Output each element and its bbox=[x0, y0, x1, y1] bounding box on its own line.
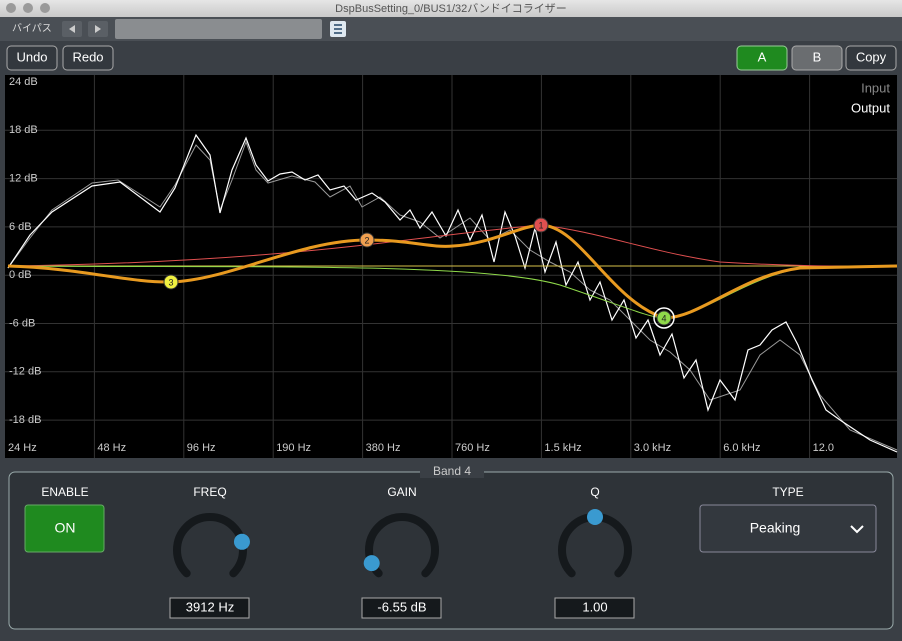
value-box bbox=[361, 597, 442, 619]
x-label: 380 Hz bbox=[366, 442, 401, 454]
buttons: Undo Redo A B Copy bbox=[6, 45, 897, 71]
knob-label: GAIN bbox=[387, 485, 416, 499]
band-handles: 1 2 3 4 bbox=[163, 217, 675, 329]
x-label: 12.0 bbox=[813, 442, 834, 454]
knob-dot bbox=[233, 533, 250, 550]
title-bar bbox=[0, 0, 902, 17]
x-label: 48 Hz bbox=[97, 442, 126, 454]
redo-label: Redo bbox=[72, 49, 103, 64]
knobs: FREQ 3912 Hz GAIN -6.55 dB Q 1.00 bbox=[169, 485, 635, 619]
preset-field[interactable] bbox=[115, 19, 322, 39]
dropdown-arrow bbox=[850, 525, 864, 534]
input-spectrum bbox=[7, 140, 898, 451]
panel-title: Band 4 bbox=[433, 464, 471, 478]
panel-title-bg bbox=[420, 464, 484, 478]
copy-label: Copy bbox=[856, 49, 887, 64]
type-select[interactable] bbox=[699, 504, 877, 553]
b-button[interactable] bbox=[791, 45, 843, 71]
knob-label: FREQ bbox=[193, 485, 226, 499]
x-label: 190 Hz bbox=[276, 442, 311, 454]
enable-label: ENABLE bbox=[41, 485, 88, 499]
undo-button[interactable] bbox=[6, 45, 58, 71]
enable-button[interactable] bbox=[24, 504, 105, 553]
y-label: 24 dB bbox=[9, 76, 38, 88]
type-label: TYPE bbox=[772, 485, 803, 499]
band-handle[interactable] bbox=[359, 232, 375, 248]
enable-value: ON bbox=[55, 520, 76, 536]
knob-track[interactable] bbox=[173, 513, 247, 578]
band-handle[interactable] bbox=[533, 217, 549, 233]
close-button[interactable] bbox=[6, 3, 16, 13]
copy-button[interactable] bbox=[845, 45, 897, 71]
y-label: -6 dB bbox=[9, 317, 35, 329]
band-number: 3 bbox=[168, 277, 173, 287]
x-label: 96 Hz bbox=[187, 442, 216, 454]
y-label: -18 dB bbox=[9, 414, 41, 426]
minimize-button[interactable] bbox=[23, 3, 33, 13]
x-label: 1.5 kHz bbox=[544, 442, 581, 454]
band-handle[interactable] bbox=[656, 310, 672, 326]
x-label: 24 Hz bbox=[8, 442, 37, 454]
window-title: DspBusSetting_0/BUS1/32バンドイコライザー bbox=[335, 2, 567, 15]
knob-track[interactable] bbox=[365, 513, 439, 578]
y-label: 0 dB bbox=[9, 269, 32, 281]
value-box bbox=[169, 597, 250, 619]
knob-label: Q bbox=[590, 485, 599, 499]
y-label: 18 dB bbox=[9, 124, 38, 136]
value-box bbox=[554, 597, 635, 619]
band-number: 2 bbox=[364, 235, 369, 245]
knob-value: 3912 Hz bbox=[186, 599, 234, 614]
x-label: 760 Hz bbox=[455, 442, 490, 454]
band1-curve bbox=[7, 224, 898, 267]
a-button[interactable] bbox=[736, 45, 788, 71]
knob-value: -6.55 dB bbox=[377, 599, 426, 614]
b-label: B bbox=[813, 49, 822, 64]
knob-value: 1.00 bbox=[582, 599, 607, 614]
x-label: 6.0 kHz bbox=[723, 442, 760, 454]
redo-button[interactable] bbox=[62, 45, 114, 71]
band-handle[interactable] bbox=[163, 274, 179, 290]
x-label: 3.0 kHz bbox=[634, 442, 671, 454]
knob-dot bbox=[363, 555, 380, 572]
band-handle-ring bbox=[653, 307, 675, 329]
band-number: 4 bbox=[661, 313, 666, 323]
zoom-button[interactable] bbox=[40, 3, 50, 13]
a-label: A bbox=[758, 49, 767, 64]
y-label: 12 dB bbox=[9, 173, 38, 185]
legend-input: Input bbox=[861, 80, 890, 95]
bypass-label[interactable]: バイパス bbox=[12, 23, 52, 35]
y-label: -12 dB bbox=[9, 366, 41, 378]
undo-label: Undo bbox=[16, 49, 47, 64]
legend-output: Output bbox=[851, 100, 890, 115]
y-label: 6 dB bbox=[9, 221, 32, 233]
type-value: Peaking bbox=[750, 520, 801, 536]
band-number: 1 bbox=[538, 220, 543, 230]
list-icon bbox=[334, 24, 342, 34]
knob-dot bbox=[587, 509, 603, 525]
